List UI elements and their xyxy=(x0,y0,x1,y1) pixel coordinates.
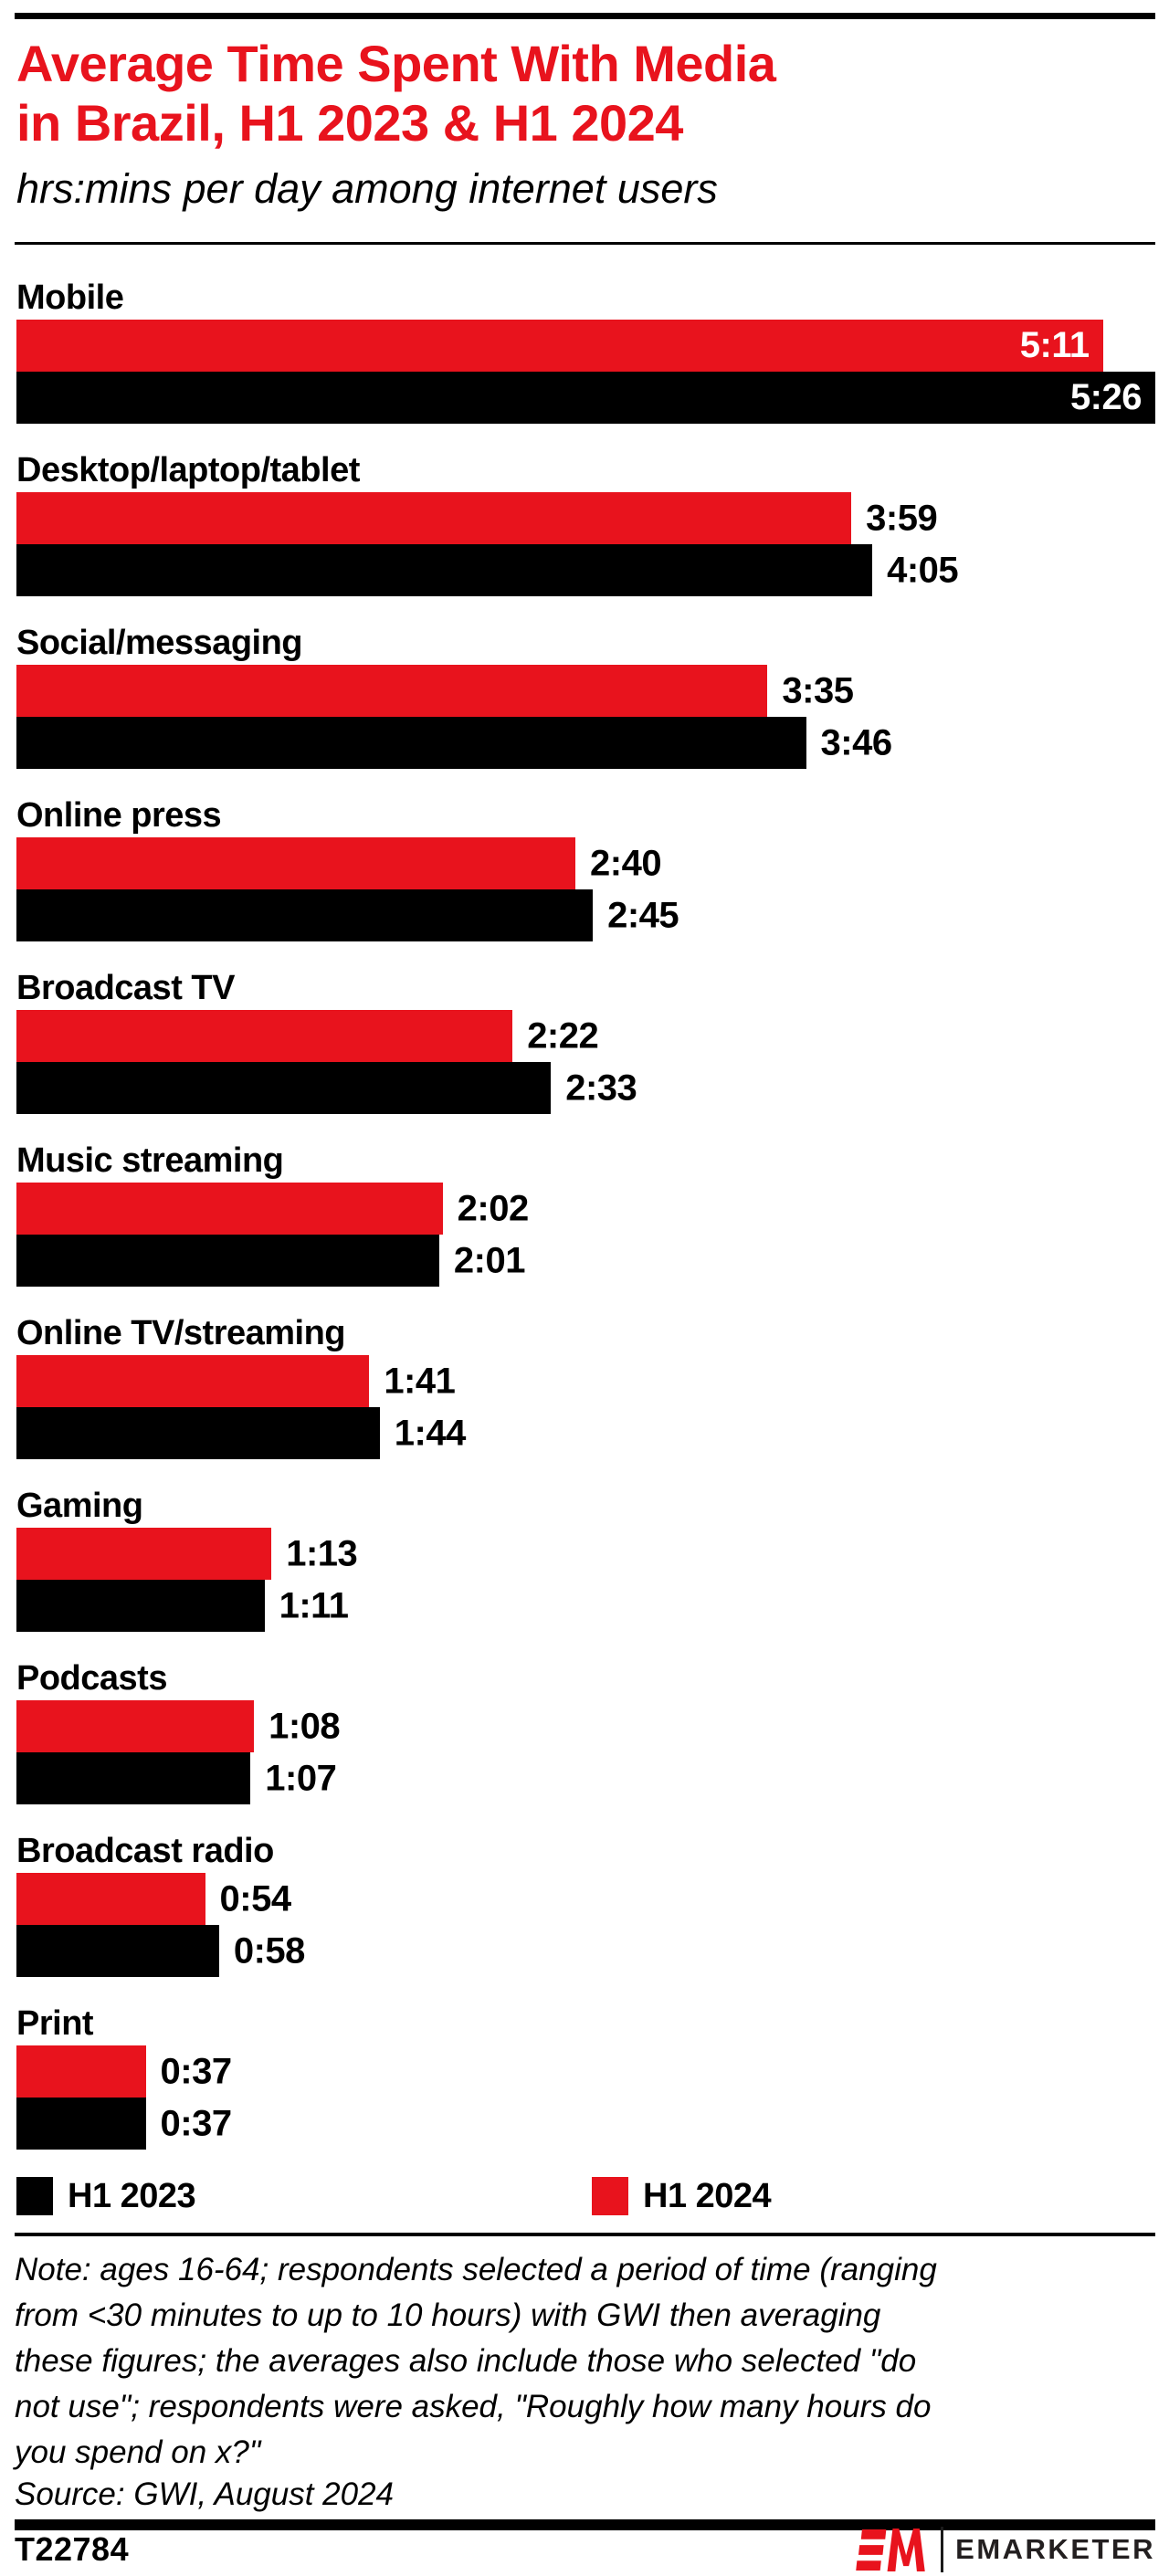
bar-value-label: 1:44 xyxy=(394,1413,467,1453)
bar-h1-2023: 5:26 xyxy=(16,372,1155,424)
footer-bar xyxy=(15,2519,1155,2530)
category-label: Music streaming xyxy=(16,1141,284,1180)
bar-value-label: 2:22 xyxy=(527,1015,599,1056)
bar-value-label: 4:05 xyxy=(887,550,959,590)
bar-h1-2024: 2:40 xyxy=(16,837,662,889)
note-line: from <30 minutes to up to 10 hours) with… xyxy=(15,2297,881,2333)
bar-h1-2023: 2:01 xyxy=(16,1235,525,1287)
bar-h1-2024: 5:11 xyxy=(16,320,1103,372)
bar-h1-2024: 3:59 xyxy=(16,492,938,544)
brand-lockup: EMARKETER xyxy=(852,2527,1155,2572)
bar-value-label: 2:33 xyxy=(565,1067,637,1108)
chart-group: Online press 2:40 2:45 xyxy=(16,795,1155,941)
bar-value-label: 2:45 xyxy=(607,895,679,935)
bar-h1-2023: 4:05 xyxy=(16,544,959,596)
footer: T22784 EMARKETER xyxy=(15,2527,1155,2572)
bar-h1-2024: 1:41 xyxy=(16,1355,456,1407)
legend-label-h1-2024: H1 2024 xyxy=(643,2176,772,2215)
bar-value-label: 1:08 xyxy=(269,1706,341,1746)
bar-value-label: 1:13 xyxy=(286,1533,358,1573)
category-label: Desktop/laptop/tablet xyxy=(16,451,360,489)
source-text: Source: GWI, August 2024 xyxy=(15,2476,395,2512)
page-title: Average Time Spent With Media in Brazil,… xyxy=(16,34,1155,152)
category-label: Online press xyxy=(16,796,222,835)
bar-h1-2023: 0:58 xyxy=(16,1925,305,1977)
chart-group: Gaming 1:13 1:11 xyxy=(16,1486,1155,1632)
bar-value-label: 0:54 xyxy=(219,1878,292,1919)
bar-h1-2024: 1:13 xyxy=(16,1528,358,1580)
bar-value-label: 2:40 xyxy=(590,843,662,883)
note-line: Note: ages 16-64; respondents selected a… xyxy=(15,2252,937,2287)
bar-h1-2024: 2:22 xyxy=(16,1010,599,1062)
note-line: you spend on x?" xyxy=(15,2434,261,2470)
bar-value-label: 0:37 xyxy=(160,2103,233,2143)
title-line-2: in Brazil, H1 2023 & H1 2024 xyxy=(16,94,683,152)
bar-value-label: 1:07 xyxy=(265,1758,337,1798)
chart-group: Social/messaging 3:35 3:46 xyxy=(16,623,1155,769)
bar-h1-2023: 0:37 xyxy=(16,2098,232,2150)
bar-h1-2023: 2:45 xyxy=(16,889,679,941)
chart-group: Podcasts 1:08 1:07 xyxy=(16,1658,1155,1804)
bar-h1-2024: 1:08 xyxy=(16,1700,341,1752)
bar-value-label: 3:59 xyxy=(866,498,938,538)
legend: H1 2023 H1 2024 xyxy=(16,2176,1155,2216)
brand-name: EMARKETER xyxy=(955,2533,1155,2565)
legend-label-h1-2023: H1 2023 xyxy=(68,2176,196,2215)
bar-h1-2023: 1:07 xyxy=(16,1752,337,1804)
bar-value-label: 2:02 xyxy=(457,1188,530,1228)
bar-value-label: 3:35 xyxy=(782,670,854,710)
bar-value-label: 0:58 xyxy=(233,1930,306,1971)
chart-group: Broadcast TV 2:22 2:33 xyxy=(16,968,1155,1114)
bar-value-label: 1:41 xyxy=(384,1361,456,1401)
chart-group: Broadcast radio 0:54 0:58 xyxy=(16,1831,1155,1977)
category-label: Broadcast radio xyxy=(16,1832,274,1870)
bar-h1-2023: 2:33 xyxy=(16,1062,637,1114)
category-label: Social/messaging xyxy=(16,624,303,662)
category-label: Print xyxy=(16,2004,94,2043)
bar-h1-2024: 3:35 xyxy=(16,665,854,717)
chart-subtitle: hrs:mins per day among internet users xyxy=(16,165,718,212)
category-label: Online TV/streaming xyxy=(16,1314,346,1352)
note-line: these figures; the averages also include… xyxy=(15,2343,917,2379)
chart-group: Online TV/streaming 1:41 1:44 xyxy=(16,1313,1155,1459)
bar-value-label: 2:01 xyxy=(453,1240,526,1280)
note-text: Note: ages 16-64; respondents selected a… xyxy=(15,2247,1155,2476)
note-divider xyxy=(15,2233,1155,2236)
emarketer-logo-icon xyxy=(856,2528,925,2571)
chart-group: Print 0:37 0:37 xyxy=(16,2003,1155,2150)
bar-value-label: 5:26 xyxy=(1069,377,1143,417)
bar-h1-2024: 0:37 xyxy=(16,2045,232,2098)
category-label: Mobile xyxy=(16,279,124,317)
note-line: not use"; respondents were asked, "Rough… xyxy=(15,2389,932,2424)
chart-group: Mobile 5:11 5:26 xyxy=(16,278,1155,424)
bar-h1-2023: 1:11 xyxy=(16,1580,349,1632)
bar-h1-2024: 2:02 xyxy=(16,1183,529,1235)
top-rule xyxy=(15,13,1155,19)
chart-id: T22784 xyxy=(15,2530,130,2568)
legend-swatch-h1-2023 xyxy=(16,2177,53,2215)
bar-value-label: 1:11 xyxy=(279,1585,349,1625)
category-label: Gaming xyxy=(16,1487,143,1525)
legend-item-h1-2024: H1 2024 xyxy=(592,2176,772,2216)
legend-swatch-h1-2024 xyxy=(592,2177,628,2215)
bar-value-label: 3:46 xyxy=(820,722,893,762)
title-line-1: Average Time Spent With Media xyxy=(16,35,776,92)
bar-value-label: 5:11 xyxy=(1019,325,1090,365)
chart-group: Music streaming 2:02 2:01 xyxy=(16,1141,1155,1287)
bar-h1-2024: 0:54 xyxy=(16,1873,291,1925)
chart: Mobile 5:11 5:26 Desktop/laptop/tablet 3:59 4… xyxy=(16,278,1155,2150)
chart-group: Desktop/laptop/tablet 3:59 4:05 xyxy=(16,450,1155,596)
legend-item-h1-2023: H1 2023 xyxy=(16,2177,592,2216)
category-label: Broadcast TV xyxy=(16,969,235,1007)
category-label: Podcasts xyxy=(16,1659,167,1698)
bar-h1-2023: 3:46 xyxy=(16,717,892,769)
header-divider xyxy=(15,242,1155,245)
bar-value-label: 0:37 xyxy=(160,2051,233,2091)
brand-divider xyxy=(941,2527,944,2572)
bar-h1-2023: 1:44 xyxy=(16,1407,466,1459)
